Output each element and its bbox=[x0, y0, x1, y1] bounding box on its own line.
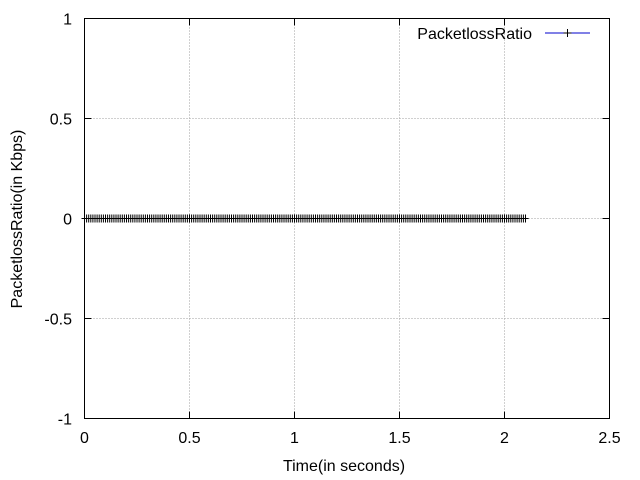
y-tick-label: 0 bbox=[63, 212, 72, 229]
data-point-marker bbox=[522, 214, 529, 223]
y-tick-label: -0.5 bbox=[44, 312, 72, 329]
y-tick-label: 1 bbox=[63, 12, 72, 29]
y-tick-label: -1 bbox=[58, 412, 72, 429]
x-tick-label: 2 bbox=[500, 430, 509, 447]
x-tick-label: 1 bbox=[290, 430, 299, 447]
legend: PacketlossRatio bbox=[417, 26, 590, 43]
x-axis-label: Time(in seconds) bbox=[283, 458, 405, 475]
y-tick-label: 0.5 bbox=[50, 112, 72, 129]
legend-label: PacketlossRatio bbox=[417, 26, 532, 43]
axis-ticks: 0 0.5 1 1.5 2 2.5 -1 -0.5 0 0.5 1 bbox=[44, 12, 620, 448]
x-tick-label: 0 bbox=[80, 430, 89, 447]
x-tick-label: 2.5 bbox=[598, 430, 620, 447]
series-markers bbox=[81, 214, 529, 223]
x-tick-label: 1.5 bbox=[388, 430, 410, 447]
series-layer bbox=[81, 214, 529, 223]
y-axis-label: PacketlossRatio(in Kbps) bbox=[9, 130, 26, 309]
x-tick-label: 0.5 bbox=[178, 430, 200, 447]
